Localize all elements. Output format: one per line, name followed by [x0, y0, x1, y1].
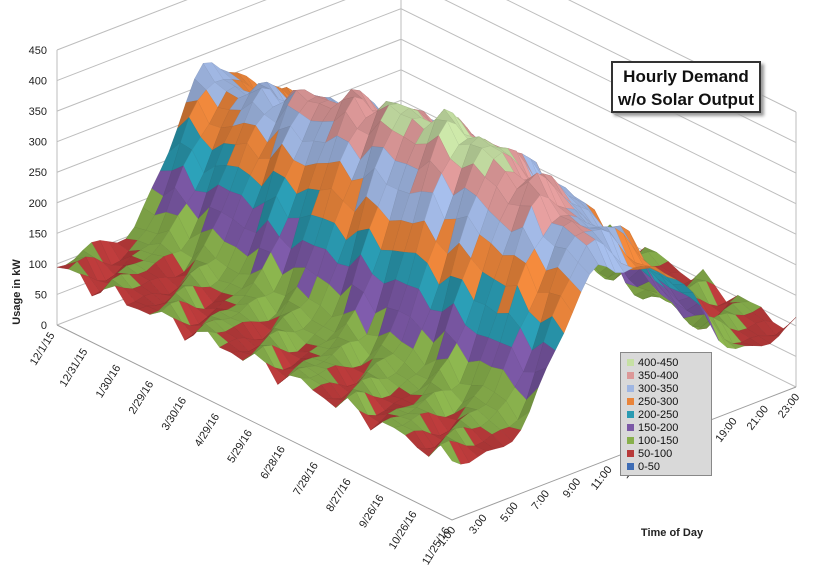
y-axis-ticks: 0 50 100 150 200 250 300 350 400 450	[29, 45, 47, 332]
legend-swatch	[627, 372, 634, 379]
y-tick-label: 300	[29, 137, 47, 149]
legend-swatch	[627, 450, 634, 457]
hour-tick-label: 5:00	[498, 500, 521, 524]
legend-label: 150-200	[638, 421, 679, 434]
legend-swatch	[627, 437, 634, 444]
legend-swatch	[627, 463, 634, 470]
date-tick-label: 4/29/16	[193, 411, 223, 448]
y-tick-label: 150	[29, 228, 47, 240]
legend: 400-450 350-400 300-350 250-300 200-250 150-2…	[620, 352, 712, 476]
date-tick-label: 12/1/15	[28, 330, 58, 367]
legend-swatch	[627, 424, 634, 431]
legend-label: 0-50	[638, 460, 661, 473]
legend-swatch	[627, 385, 634, 392]
y-tick-label: 450	[29, 45, 47, 57]
legend-label: 100-150	[638, 434, 679, 447]
y-axis-title: Usage in kW	[11, 259, 23, 325]
date-tick-label: 2/29/16	[127, 379, 157, 416]
legend-item: 100-150	[627, 434, 711, 447]
date-tick-label: 8/27/16	[324, 476, 354, 513]
x-axis-title: Time of Day	[641, 527, 704, 539]
date-tick-label: 12/31/15	[58, 346, 91, 389]
legend-item: 300-350	[627, 382, 711, 395]
legend-label: 50-100	[638, 447, 673, 460]
legend-swatch	[627, 411, 634, 418]
y-tick-label: 400	[29, 76, 47, 88]
hour-tick-label: 1:00	[436, 524, 459, 548]
legend-item: 0-50	[627, 460, 711, 473]
hour-tick-label: 23:00	[776, 391, 802, 420]
y-tick-label: 50	[35, 289, 47, 301]
surface-facet	[440, 440, 462, 465]
date-tick-label: 1/30/16	[94, 363, 124, 400]
legend-item: 200-250	[627, 408, 711, 421]
legend-item: 400-450	[627, 356, 711, 369]
legend-item: 50-100	[627, 447, 711, 460]
hour-tick-label: 21:00	[745, 404, 771, 433]
date-tick-label: 9/26/16	[357, 493, 387, 530]
y-tick-label: 200	[29, 198, 47, 210]
chart-title: Hourly Demand w/o Solar Output	[611, 61, 761, 113]
date-tick-label: 6/28/16	[258, 444, 288, 481]
date-tick-label: 3/30/16	[160, 395, 190, 432]
hour-tick-label: 19:00	[713, 416, 739, 445]
hour-tick-label: 3:00	[467, 512, 490, 536]
legend-item: 150-200	[627, 421, 711, 434]
date-tick-label: 5/29/16	[225, 428, 255, 465]
legend-swatch	[627, 359, 634, 366]
y-tick-label: 350	[29, 106, 47, 118]
legend-item: 350-400	[627, 369, 711, 382]
y-tick-label: 250	[29, 167, 47, 179]
legend-label: 300-350	[638, 382, 679, 395]
date-tick-label: 7/28/16	[291, 460, 321, 497]
chart-title-line2: w/o Solar Output	[618, 90, 754, 109]
hour-tick-label: 9:00	[561, 476, 584, 500]
y-tick-label: 0	[41, 320, 47, 332]
gridline	[56, 0, 797, 113]
legend-label: 200-250	[638, 408, 679, 421]
hour-tick-label: 7:00	[530, 488, 553, 512]
surface-layer	[56, 62, 797, 465]
legend-item: 250-300	[627, 395, 711, 408]
date-tick-label: 10/26/16	[387, 509, 420, 552]
legend-label: 400-450	[638, 356, 679, 369]
hour-tick-label: 11:00	[589, 464, 615, 492]
y-tick-label: 100	[29, 259, 47, 271]
chart-title-line1: Hourly Demand	[623, 67, 749, 86]
legend-label: 350-400	[638, 369, 679, 382]
legend-label: 250-300	[638, 395, 679, 408]
legend-swatch	[627, 398, 634, 405]
